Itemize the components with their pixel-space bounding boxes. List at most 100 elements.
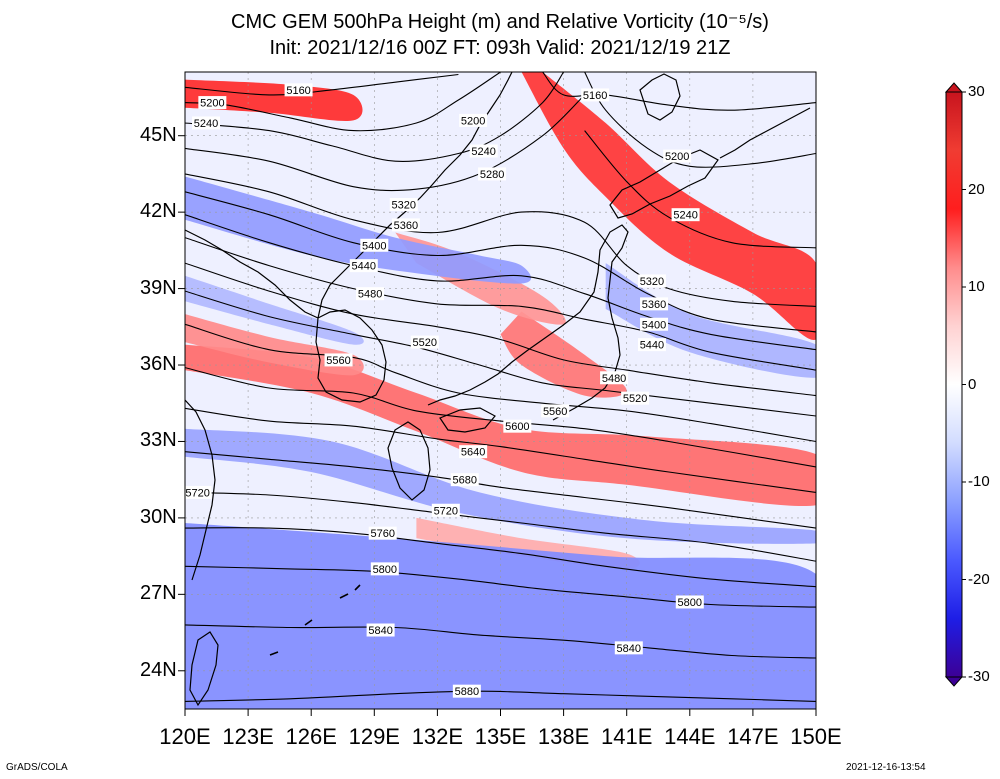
lat-label: 27N bbox=[140, 582, 177, 605]
contour-label: 5520 bbox=[413, 337, 437, 349]
axis-ticks bbox=[178, 135, 817, 716]
contour-label-box bbox=[356, 287, 385, 301]
contour-label: 5560 bbox=[543, 406, 567, 418]
lat-label: 45N bbox=[140, 123, 177, 146]
contour-label-box bbox=[478, 167, 507, 181]
colorbar-label: 30 bbox=[968, 83, 985, 100]
contour-label: 5720 bbox=[434, 505, 458, 517]
vorticity-band-neg bbox=[185, 428, 816, 544]
colorbar-label: 0 bbox=[968, 375, 977, 393]
colorbar-label: 20 bbox=[968, 180, 985, 198]
contour-label-box bbox=[450, 473, 479, 487]
colorbar-label: -30 bbox=[968, 668, 990, 685]
sakhalin-outline bbox=[639, 73, 681, 121]
height-contour-5640 bbox=[185, 407, 816, 493]
contour-label-box bbox=[391, 218, 420, 232]
contour-label: 5640 bbox=[461, 447, 485, 459]
footer-credit: GrADS/COLA bbox=[6, 762, 68, 773]
contour-label-box bbox=[640, 297, 669, 311]
contour-label-box bbox=[663, 149, 692, 163]
contour-label: 5840 bbox=[368, 625, 392, 637]
asia-mainland-outline bbox=[185, 72, 513, 581]
height-contour-5200 bbox=[185, 72, 501, 132]
lon-label: 120E bbox=[159, 724, 211, 749]
lat-label: 24N bbox=[140, 658, 177, 681]
contour-label: 5320 bbox=[640, 276, 664, 288]
contour-label: 5880 bbox=[455, 686, 479, 698]
height-contour-5520 bbox=[185, 290, 816, 417]
contour-label: 5800 bbox=[373, 564, 397, 576]
contour-label-box bbox=[284, 83, 313, 97]
contour-label-box bbox=[640, 317, 669, 331]
contour-label: 5200 bbox=[461, 115, 485, 127]
chart-subtitle: Init: 2021/12/16 00Z FT: 093h Valid: 202… bbox=[269, 37, 731, 59]
contour-label-box bbox=[503, 419, 532, 433]
contour-label: 5200 bbox=[200, 98, 224, 110]
height-contour-5480 bbox=[185, 262, 816, 397]
colorbar bbox=[944, 82, 966, 687]
contour-label: 5400 bbox=[642, 319, 666, 331]
colorbar-label: -10 bbox=[968, 473, 990, 490]
contour-label: 5800 bbox=[678, 597, 702, 609]
height-contour-5880 bbox=[185, 690, 816, 702]
lon-label: 144E bbox=[664, 724, 716, 749]
contour-label-box bbox=[541, 404, 570, 418]
contour-label: 5760 bbox=[370, 528, 394, 540]
contour-label: 5240 bbox=[194, 118, 218, 130]
lat-label: 30N bbox=[140, 505, 177, 528]
japan-kyushu-outline bbox=[387, 421, 431, 501]
footer-timestamp: 2021-12-16-13:54 bbox=[846, 762, 926, 773]
contour-label-box bbox=[349, 259, 378, 273]
height-contour-5280 bbox=[185, 94, 585, 192]
colorbar-gradient bbox=[945, 91, 963, 678]
ryukyu-islands-outline bbox=[269, 584, 361, 656]
kuril-islands-outline bbox=[719, 107, 811, 159]
contour-label-box bbox=[637, 338, 666, 352]
contour-label-box bbox=[366, 623, 395, 637]
colorbar-bottom-arrow bbox=[944, 676, 964, 687]
japan-honshu-outline bbox=[427, 224, 629, 421]
vorticity-band-neg bbox=[185, 176, 532, 284]
contour-label-box bbox=[452, 684, 481, 698]
colorbar-top-arrow bbox=[944, 82, 964, 93]
height-contour-5800 bbox=[185, 565, 816, 608]
vorticity-band-pos bbox=[185, 314, 364, 376]
contour-label: 5480 bbox=[358, 289, 382, 301]
japan-shikoku-outline bbox=[439, 407, 496, 433]
contour-label: 5200 bbox=[665, 151, 689, 163]
height-contour-5680 bbox=[185, 451, 816, 529]
contour-label-box bbox=[469, 144, 498, 158]
lon-label: 150E bbox=[790, 724, 842, 749]
height-contour-5760 bbox=[185, 527, 816, 588]
colorbar-label: -20 bbox=[968, 570, 990, 588]
height-contour-5240 bbox=[185, 72, 565, 162]
vorticity-band-pos bbox=[521, 72, 816, 340]
height-contour-5400 bbox=[185, 214, 816, 351]
lon-label: 126E bbox=[285, 724, 337, 749]
contour-label: 5240 bbox=[673, 210, 697, 222]
height-contour-5440 bbox=[185, 237, 816, 371]
contour-label-box bbox=[600, 371, 629, 385]
japan-hokkaido-outline bbox=[609, 149, 719, 219]
lat-label: 42N bbox=[140, 200, 177, 223]
height-contour-5160 bbox=[542, 72, 816, 111]
contour-label-box bbox=[621, 391, 650, 405]
coastlines bbox=[185, 72, 811, 707]
contour-label-box bbox=[370, 562, 399, 576]
contour-label-box bbox=[581, 88, 610, 102]
height-contours bbox=[185, 72, 816, 702]
lon-label: 147E bbox=[727, 724, 779, 749]
contour-label-box bbox=[614, 641, 643, 655]
lat-label: 36N bbox=[140, 353, 177, 376]
contour-label-box bbox=[459, 445, 488, 459]
contour-label-box bbox=[198, 96, 227, 110]
contour-label: 5480 bbox=[602, 373, 626, 385]
contour-label: 5400 bbox=[362, 240, 386, 252]
contour-label-box bbox=[185, 485, 212, 499]
contour-label-box bbox=[192, 116, 221, 130]
contour-label: 5680 bbox=[453, 475, 477, 487]
contour-label: 5600 bbox=[505, 421, 529, 433]
contour-label: 5840 bbox=[617, 643, 641, 655]
lon-label: 141E bbox=[600, 724, 653, 749]
